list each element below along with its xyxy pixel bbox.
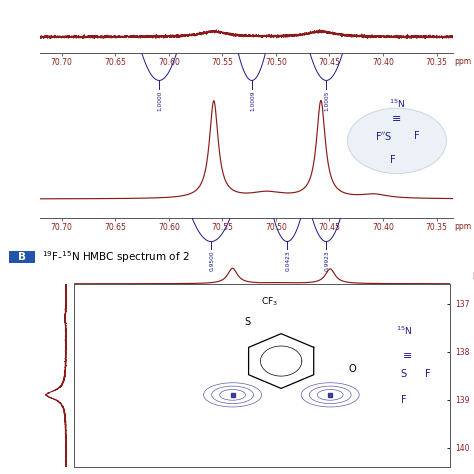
Text: ≡: ≡ xyxy=(392,114,401,124)
Text: S: S xyxy=(244,317,250,327)
Text: $^{19}$F-$^{15}$N HMBC spectrum of 2: $^{19}$F-$^{15}$N HMBC spectrum of 2 xyxy=(42,249,190,265)
Text: ppm: ppm xyxy=(472,270,474,279)
Text: ≡: ≡ xyxy=(402,351,412,361)
Text: F: F xyxy=(425,369,430,380)
Text: CF$_3$: CF$_3$ xyxy=(261,295,278,308)
Text: ppm: ppm xyxy=(455,57,472,65)
Text: S: S xyxy=(400,369,406,380)
Text: 0.0423: 0.0423 xyxy=(286,250,291,271)
Text: 1.0009: 1.0009 xyxy=(250,91,255,111)
Text: $^{15}$N: $^{15}$N xyxy=(389,97,405,110)
Text: 0.9500: 0.9500 xyxy=(210,250,215,271)
Text: F: F xyxy=(414,131,419,141)
Text: ppm: ppm xyxy=(455,222,472,231)
Text: 0.9923: 0.9923 xyxy=(325,250,330,271)
Text: F$^{\prime\prime}$S: F$^{\prime\prime}$S xyxy=(375,130,392,142)
Text: B: B xyxy=(18,252,27,262)
Text: 1.0005: 1.0005 xyxy=(325,91,330,111)
Text: 1.0000: 1.0000 xyxy=(158,91,163,111)
Text: F: F xyxy=(401,395,406,405)
FancyBboxPatch shape xyxy=(9,251,35,264)
Ellipse shape xyxy=(347,108,447,173)
Text: F: F xyxy=(390,155,396,165)
Text: O: O xyxy=(349,364,356,374)
Text: $^{15}$N: $^{15}$N xyxy=(396,325,412,337)
